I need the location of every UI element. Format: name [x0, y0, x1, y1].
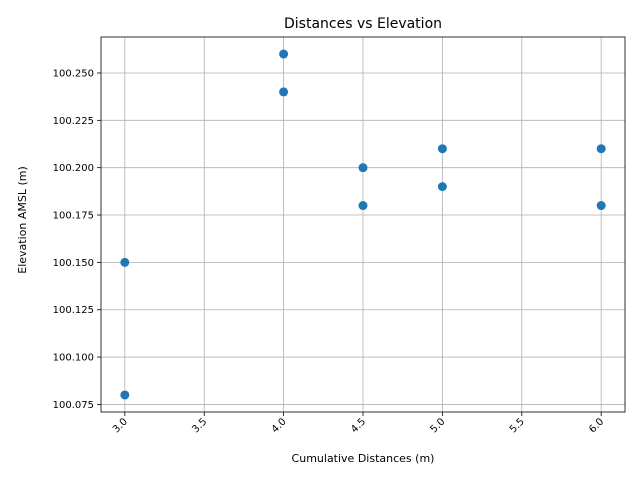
y-tick-label: 100.075 [53, 400, 94, 411]
data-point [279, 87, 289, 97]
data-point [437, 144, 447, 154]
y-tick-label: 100.225 [53, 116, 94, 127]
y-axis-ticks: 100.075 100.100 100.125 100.150 100.175 100.2… [53, 68, 101, 411]
y-tick-label: 100.175 [53, 211, 94, 222]
x-tick-label: 4.5 [349, 416, 368, 435]
data-points [120, 49, 606, 400]
x-axis-ticks: 3.0 3.5 4.0 4.5 5.0 5.5 6.0 [111, 412, 606, 435]
data-point [358, 201, 368, 211]
x-tick-label: 6.0 [587, 416, 606, 435]
data-point [358, 163, 368, 173]
data-point [596, 144, 606, 154]
x-tick-label: 5.5 [508, 416, 527, 435]
y-axis-label: Elevation AMSL (m) [16, 166, 29, 274]
x-tick-label: 4.0 [270, 416, 289, 435]
y-tick-label: 100.125 [53, 305, 94, 316]
data-point [120, 390, 130, 400]
x-axis-label: Cumulative Distances (m) [292, 452, 435, 465]
y-tick-label: 100.200 [53, 163, 94, 174]
data-point [596, 201, 606, 211]
y-tick-label: 100.250 [53, 68, 94, 79]
y-tick-label: 100.100 [53, 353, 94, 364]
chart-title: Distances vs Elevation [284, 16, 442, 32]
y-tick-label: 100.150 [53, 258, 94, 269]
data-point [437, 182, 447, 192]
data-point [279, 49, 289, 59]
data-point [120, 257, 130, 267]
grid-lines [101, 37, 625, 412]
x-tick-label: 3.5 [190, 416, 209, 435]
x-tick-label: 3.0 [111, 416, 130, 435]
x-tick-label: 5.0 [428, 416, 447, 435]
